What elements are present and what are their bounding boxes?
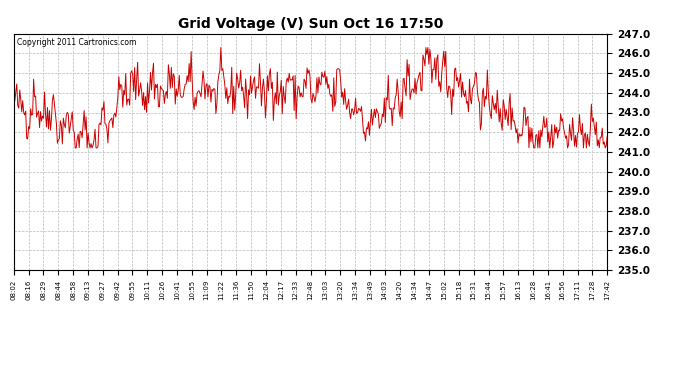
Text: Copyright 2011 Cartronics.com: Copyright 2011 Cartronics.com bbox=[17, 39, 136, 48]
Title: Grid Voltage (V) Sun Oct 16 17:50: Grid Voltage (V) Sun Oct 16 17:50 bbox=[178, 17, 443, 31]
